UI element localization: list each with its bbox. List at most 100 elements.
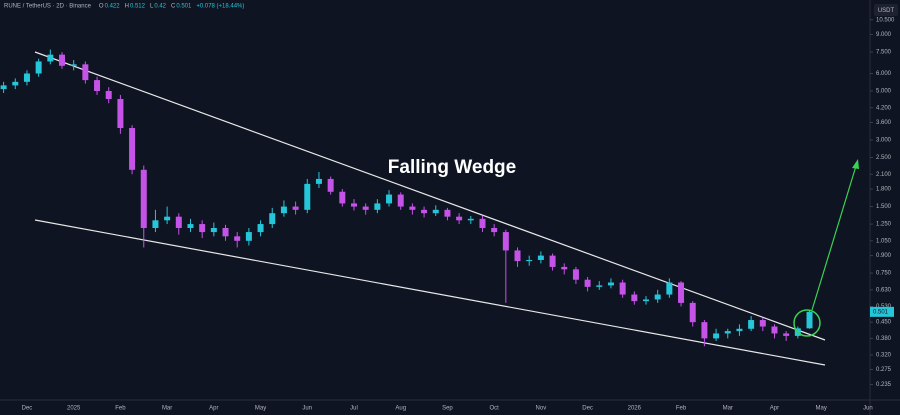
candle-body bbox=[607, 282, 614, 286]
candle-body bbox=[759, 320, 766, 327]
header-change: +0.078 (+18.44%) bbox=[196, 4, 244, 10]
candle-body bbox=[152, 220, 159, 228]
y-tick-label: 0.380 bbox=[876, 336, 892, 342]
candle-body bbox=[269, 213, 276, 225]
candle-body bbox=[619, 282, 626, 295]
wedge-upper-line bbox=[34, 51, 826, 341]
candle-body bbox=[409, 206, 416, 210]
candle-body bbox=[257, 224, 264, 233]
y-tick-label: 3.000 bbox=[876, 138, 892, 144]
candle-body bbox=[47, 54, 54, 62]
candle-body bbox=[0, 85, 7, 90]
header-value: 0.422 bbox=[105, 4, 121, 10]
candle-body bbox=[456, 216, 463, 221]
candle-body bbox=[421, 209, 428, 214]
candle-body bbox=[12, 81, 19, 86]
y-tick-label: 4.200 bbox=[876, 105, 892, 111]
y-tick-label: 0.450 bbox=[876, 320, 892, 326]
x-tick-label: Mar bbox=[723, 406, 733, 412]
x-tick-label: Jun bbox=[302, 406, 312, 412]
candle-body bbox=[70, 64, 77, 66]
candle-body bbox=[491, 227, 498, 233]
last-price-label: 0.501 bbox=[873, 309, 889, 315]
candle-body bbox=[35, 61, 42, 74]
x-tick-label: 2026 bbox=[628, 406, 642, 412]
wedge-lower-line bbox=[34, 219, 826, 366]
y-tick-label: 1.050 bbox=[876, 238, 892, 244]
header-value: 0.512 bbox=[130, 4, 146, 10]
candle-body bbox=[23, 73, 30, 82]
candle-body bbox=[526, 259, 533, 262]
annotation: Falling Wedge bbox=[388, 157, 516, 178]
candle-body bbox=[351, 203, 357, 207]
candle-body bbox=[806, 311, 813, 329]
candle-body bbox=[386, 194, 393, 204]
header-label: C bbox=[171, 4, 176, 10]
candle-body bbox=[82, 64, 89, 81]
header-value: 0.501 bbox=[176, 4, 192, 10]
y-tick-label: 3.600 bbox=[876, 120, 892, 126]
candle-body bbox=[164, 216, 171, 221]
x-tick-label: Mar bbox=[162, 406, 172, 412]
candle-body bbox=[315, 178, 322, 184]
y-tick-label: 1.800 bbox=[876, 187, 892, 193]
x-tick-label: Aug bbox=[395, 406, 406, 412]
candle-body bbox=[117, 98, 124, 129]
header: RUNE / TetherUS · 2D · Binance O 0.422 H 0.… bbox=[4, 4, 244, 10]
candle-body bbox=[678, 282, 685, 303]
candle-body bbox=[654, 294, 661, 300]
header-value: 0.42 bbox=[154, 4, 166, 10]
y-tick-label: 1.250 bbox=[876, 222, 892, 228]
x-tick-label: 2025 bbox=[67, 406, 81, 412]
candle-body bbox=[572, 269, 579, 280]
y-tick-label: 1.500 bbox=[876, 204, 892, 210]
candle-body bbox=[327, 178, 334, 192]
candle-body bbox=[584, 279, 591, 287]
candle-body bbox=[222, 227, 229, 237]
candle-body bbox=[105, 90, 112, 99]
last-price-tag bbox=[870, 306, 894, 317]
candle-body bbox=[280, 206, 287, 214]
x-tick-label: Jul bbox=[350, 406, 358, 412]
breakout-circle bbox=[793, 309, 821, 337]
candle-body bbox=[175, 216, 182, 228]
candle-body bbox=[432, 209, 439, 214]
candle-body bbox=[129, 128, 136, 170]
y-tick-label: 7.500 bbox=[876, 50, 892, 56]
candle-body bbox=[339, 191, 346, 204]
candle-body bbox=[514, 250, 521, 262]
candle-body bbox=[748, 320, 755, 329]
candle-body bbox=[210, 227, 217, 233]
x-tick-label: Feb bbox=[676, 406, 687, 412]
x-tick-label: Feb bbox=[115, 406, 126, 412]
candle-body bbox=[701, 322, 708, 339]
y-tick-label: 6.000 bbox=[876, 71, 892, 77]
currency-box bbox=[874, 4, 898, 16]
x-tick-label: Jun bbox=[863, 406, 873, 412]
arrow-head bbox=[852, 159, 859, 169]
symbol: RUNE / TetherUS · 2D · Binance bbox=[4, 4, 92, 10]
candle-body bbox=[537, 255, 544, 260]
candle-body bbox=[245, 232, 252, 241]
candle-body bbox=[643, 299, 649, 302]
x-tick-label: Nov bbox=[536, 406, 547, 412]
candle-body bbox=[713, 333, 720, 339]
candle-body bbox=[444, 209, 451, 217]
x-tick-label: Dec bbox=[22, 406, 33, 412]
candle-body bbox=[736, 328, 743, 332]
candle-body bbox=[199, 224, 206, 233]
candle-body bbox=[397, 194, 404, 207]
candle-body bbox=[234, 236, 241, 241]
candle-body bbox=[631, 294, 638, 302]
candle-body bbox=[467, 218, 474, 221]
candle-body bbox=[374, 203, 381, 210]
candle-body bbox=[596, 285, 603, 287]
candle-body bbox=[783, 333, 790, 336]
candle-body bbox=[771, 326, 778, 334]
candle-body bbox=[140, 169, 147, 228]
candle-body bbox=[724, 331, 731, 334]
y-tick-label: 0.235 bbox=[876, 382, 892, 388]
x-tick-label: May bbox=[816, 406, 827, 412]
